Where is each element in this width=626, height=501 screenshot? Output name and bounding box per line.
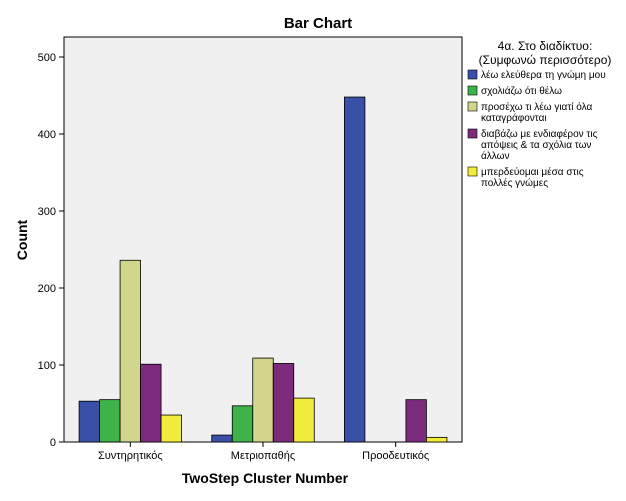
- x-axis: Συντηρητικός Μετριοπαθής Προοδευτικός: [98, 442, 429, 462]
- legend-title: (Συμφωνώ περισσότερο): [479, 53, 612, 67]
- x-axis-label: TwoStep Cluster Number: [182, 470, 349, 486]
- legend-label: καταγράφονται: [481, 112, 547, 124]
- x-tick-label: Μετριοπαθής: [231, 450, 295, 462]
- legend-label: λέω ελεύθερα τη γνώμη μου: [481, 69, 606, 81]
- bar: [119, 259, 141, 443]
- x-tick-label: Συντηρητικός: [98, 450, 163, 462]
- bar: [211, 434, 233, 443]
- x-tick-label: Προοδευτικός: [362, 450, 429, 462]
- y-tick-label: 0: [50, 437, 56, 449]
- legend-label: απόψεις & τα σχόλια των: [481, 139, 591, 151]
- legend-swatch: [467, 101, 478, 112]
- legend-swatch: [467, 166, 478, 177]
- legend-title: 4α. Στο διαδίκτυο:: [498, 39, 593, 53]
- legend: 4α. Στο διαδίκτυο:(Συμφωνώ περισσότερο) λ…: [467, 39, 612, 189]
- legend-swatch: [467, 85, 478, 96]
- bar: [272, 363, 295, 443]
- legend-label: προσέχω τι λέω γιατί όλα: [481, 101, 593, 113]
- bar: [231, 405, 254, 443]
- legend-swatch: [467, 69, 478, 80]
- y-tick-label: 500: [38, 52, 56, 64]
- y-tick-label: 100: [38, 360, 56, 372]
- legend-swatch: [467, 128, 478, 139]
- bar: [99, 399, 121, 443]
- chart-title: Bar Chart: [284, 15, 352, 32]
- y-axis: 0 100 200 300 400 500: [38, 52, 64, 449]
- y-tick-label: 200: [38, 283, 56, 295]
- bar: [140, 363, 162, 443]
- legend-label: πολλές γνώμες: [481, 177, 548, 189]
- bar: [160, 414, 182, 443]
- bars: [78, 96, 448, 443]
- y-tick-label: 400: [38, 129, 56, 141]
- y-axis-label: Count: [14, 219, 30, 260]
- legend-label: μπερδεύομαι μέσα στις: [481, 166, 584, 178]
- legend-label: διαβάζω με ενδιαφέρον τις: [481, 128, 598, 140]
- y-tick-label: 300: [38, 206, 56, 218]
- bar: [78, 400, 100, 443]
- bar: [293, 397, 315, 443]
- bar: [252, 357, 274, 443]
- legend-label: άλλων: [481, 150, 509, 162]
- legend-label: σχολιάζω ότι θέλω: [481, 85, 562, 97]
- bar: [405, 399, 427, 443]
- bar: [426, 436, 448, 443]
- bar: [344, 96, 366, 443]
